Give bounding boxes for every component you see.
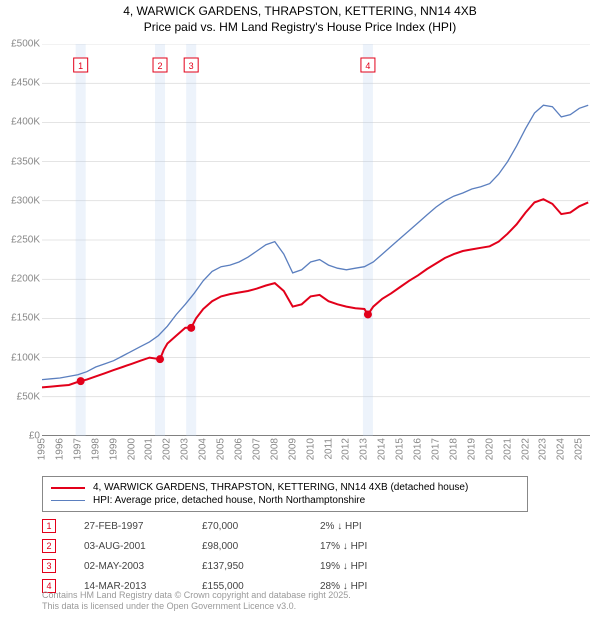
x-axis-tick: 2014: [377, 438, 388, 460]
x-axis-tick: 2011: [323, 438, 334, 460]
sale-event-row: 3 02-MAY-2003 £137,950 19% ↓ HPI: [42, 556, 400, 576]
x-axis-tick: 2003: [180, 438, 191, 460]
title-line-1: 4, WARWICK GARDENS, THRAPSTON, KETTERING…: [0, 4, 600, 20]
x-axis-tick: 2023: [538, 438, 549, 460]
title-line-2: Price paid vs. HM Land Registry's House …: [0, 20, 600, 36]
sale-hpi-delta: 17% ↓ HPI: [320, 541, 400, 552]
chart-title: 4, WARWICK GARDENS, THRAPSTON, KETTERING…: [0, 0, 600, 35]
y-axis-tick: £50K: [0, 391, 40, 402]
sale-marker-number: 1: [42, 519, 56, 533]
footer-line-2: This data is licensed under the Open Gov…: [42, 601, 351, 612]
x-axis-tick: 2010: [305, 438, 316, 460]
svg-text:2: 2: [158, 61, 163, 71]
y-axis-tick: £0: [0, 431, 40, 442]
x-axis-tick: 2013: [359, 438, 370, 460]
sale-hpi-delta: 19% ↓ HPI: [320, 561, 400, 572]
sale-date: 27-FEB-1997: [84, 521, 174, 532]
x-axis-tick: 2007: [251, 438, 262, 460]
sale-price: £137,950: [202, 561, 292, 572]
x-axis-tick: 2009: [287, 438, 298, 460]
y-axis-tick: £350K: [0, 156, 40, 167]
legend-label: 4, WARWICK GARDENS, THRAPSTON, KETTERING…: [93, 482, 468, 493]
x-axis-tick: 2008: [269, 438, 280, 460]
x-axis-tick: 1996: [54, 438, 65, 460]
x-axis-tick: 2020: [484, 438, 495, 460]
svg-text:4: 4: [365, 61, 370, 71]
sale-price: £70,000: [202, 521, 292, 532]
y-axis-tick: £200K: [0, 274, 40, 285]
x-axis-tick: 1999: [108, 438, 119, 460]
attribution-footer: Contains HM Land Registry data © Crown c…: [42, 590, 351, 612]
footer-line-1: Contains HM Land Registry data © Crown c…: [42, 590, 351, 601]
svg-text:1: 1: [78, 61, 83, 71]
x-axis-tick: 1995: [37, 438, 48, 460]
sale-events-table: 1 27-FEB-1997 £70,000 2% ↓ HPI 2 03-AUG-2001 £…: [42, 516, 400, 596]
sale-price: £98,000: [202, 541, 292, 552]
x-axis-tick: 2025: [574, 438, 585, 460]
sale-marker-number: 2: [42, 539, 56, 553]
y-axis-tick: £150K: [0, 313, 40, 324]
x-axis-tick: 2000: [126, 438, 137, 460]
x-axis-tick: 2004: [198, 438, 209, 460]
legend-swatch: [51, 500, 85, 501]
legend-label: HPI: Average price, detached house, Nort…: [93, 495, 365, 506]
x-axis-tick: 2019: [466, 438, 477, 460]
x-axis-tick: 2017: [430, 438, 441, 460]
x-axis-tick: 2012: [341, 438, 352, 460]
x-axis-tick: 2001: [144, 438, 155, 460]
y-axis-tick: £300K: [0, 195, 40, 206]
line-chart: 1 2 3 4: [42, 44, 590, 436]
legend-item: HPI: Average price, detached house, Nort…: [51, 494, 519, 507]
sale-event-row: 2 03-AUG-2001 £98,000 17% ↓ HPI: [42, 536, 400, 556]
x-axis-tick: 2018: [448, 438, 459, 460]
x-axis-tick: 2016: [413, 438, 424, 460]
legend-item: 4, WARWICK GARDENS, THRAPSTON, KETTERING…: [51, 481, 519, 494]
y-axis-tick: £250K: [0, 235, 40, 246]
x-axis-tick: 1997: [72, 438, 83, 460]
x-axis-tick: 2022: [520, 438, 531, 460]
y-axis-tick: £100K: [0, 352, 40, 363]
x-axis-tick: 1998: [90, 438, 101, 460]
sale-marker-number: 3: [42, 559, 56, 573]
x-axis-tick: 2006: [233, 438, 244, 460]
x-axis-tick: 2024: [556, 438, 567, 460]
sale-event-row: 1 27-FEB-1997 £70,000 2% ↓ HPI: [42, 516, 400, 536]
x-axis-tick: 2002: [162, 438, 173, 460]
x-axis-tick: 2015: [395, 438, 406, 460]
x-axis-tick: 2021: [502, 438, 513, 460]
y-axis-tick: £500K: [0, 39, 40, 50]
sale-date: 02-MAY-2003: [84, 561, 174, 572]
legend: 4, WARWICK GARDENS, THRAPSTON, KETTERING…: [42, 476, 528, 512]
x-axis-tick: 2005: [216, 438, 227, 460]
legend-swatch: [51, 487, 85, 489]
sale-date: 03-AUG-2001: [84, 541, 174, 552]
y-axis-tick: £450K: [0, 78, 40, 89]
svg-text:3: 3: [189, 61, 194, 71]
sale-hpi-delta: 2% ↓ HPI: [320, 521, 400, 532]
chart-container: 4, WARWICK GARDENS, THRAPSTON, KETTERING…: [0, 0, 600, 620]
y-axis-tick: £400K: [0, 117, 40, 128]
